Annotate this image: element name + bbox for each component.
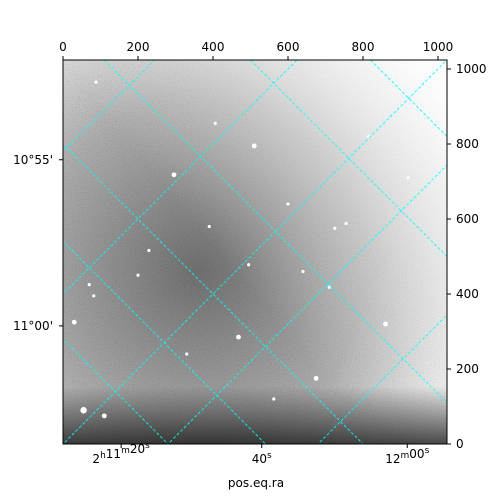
grid-line-5 [63,338,169,444]
star-16 [101,413,107,419]
star-13 [383,321,388,327]
star-9 [71,319,77,325]
ra-axis: 2h11m20s 40s 12m00s [92,441,429,466]
grid-line-6 [63,60,156,153]
grid-line-10 [63,60,447,444]
grid-line-3 [63,240,267,444]
top-tick-label: 800 [352,40,375,54]
top-tick-label: 1000 [423,40,454,54]
grid-line-0 [103,60,447,404]
dec-tick-label: 10°55' [13,153,53,167]
star-0 [94,80,98,84]
grid-line-9 [317,314,447,444]
ra-tick-label: 40s [252,451,272,466]
star-12 [327,285,331,289]
dec-tick-label: 11°00' [13,319,53,333]
top-tick-label: 0 [59,40,67,54]
grid-line-1 [63,143,364,444]
star-2 [171,172,177,178]
right-tick-label: 1000 [456,62,487,76]
top-tick-label: 200 [127,40,150,54]
right-tick-label: 400 [456,287,479,301]
dec-axis: 10°55' 11°00' [13,153,63,333]
star-7 [247,263,251,267]
ra-tick-label: 12m00s [385,446,429,466]
star-14 [313,375,319,381]
star-11 [92,294,96,298]
star-17 [272,397,276,401]
star-4 [333,226,337,230]
star-19 [207,224,211,229]
star-6 [147,248,151,253]
right-pixel-axis: 0 200 400 600 800 1000 [447,62,487,451]
star-8 [236,334,241,340]
star-18 [286,202,290,206]
star-15 [80,407,87,414]
top-pixel-axis: 0 200 400 600 800 1000 [59,40,453,60]
top-tick-label: 400 [202,40,225,54]
grid-line-8 [167,164,447,444]
x-axis-label: pos.eq.ra [228,476,284,490]
star-22 [185,352,189,356]
top-tick-label: 600 [277,40,300,54]
star-layer [71,80,440,419]
right-tick-label: 200 [456,362,479,376]
grid-line-2 [250,60,447,258]
star-1 [251,143,257,149]
plot-frame [62,59,448,445]
ra-tick-label: 2h11m20s [92,441,150,466]
right-tick-label: 600 [456,212,479,226]
right-tick-label: 0 [456,437,464,451]
star-20 [136,273,140,277]
coordinate-grid [63,60,447,444]
right-tick-label: 800 [456,137,479,151]
grid-line-7 [63,60,298,295]
image-plot-area [63,60,447,444]
star-3 [213,121,217,125]
star-5 [344,221,348,226]
star-21 [406,176,410,180]
image-bottom-edge [63,60,447,444]
star-23 [301,269,305,274]
star-10 [87,283,91,287]
star-25 [436,97,440,101]
